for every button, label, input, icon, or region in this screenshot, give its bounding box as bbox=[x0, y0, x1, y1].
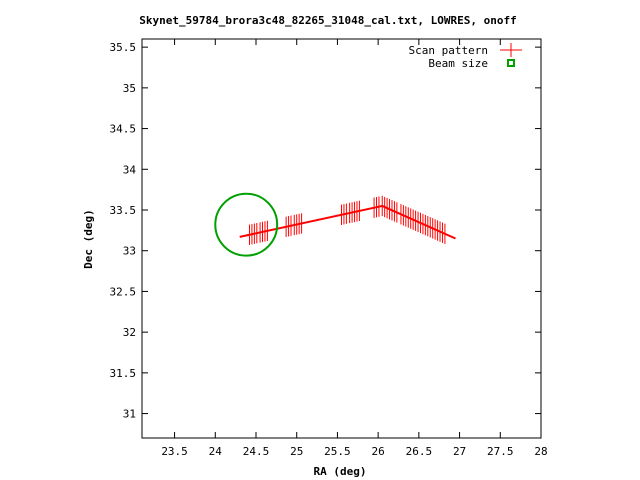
x-axis-ticks: 23.5 24 24.5 25 25.5 26 26.5 27 27.5 28 bbox=[161, 39, 548, 458]
scan-track bbox=[239, 204, 383, 238]
y-tick-label: 32 bbox=[123, 326, 136, 339]
y-tick-label: 35.5 bbox=[110, 41, 137, 54]
x-tick-label: 27 bbox=[453, 445, 466, 458]
y-tick-label: 35 bbox=[123, 82, 136, 95]
x-tick-label: 24.5 bbox=[243, 445, 270, 458]
x-tick-label: 23.5 bbox=[161, 445, 188, 458]
x-tick-label: 25 bbox=[290, 445, 303, 458]
legend-marker-beam bbox=[507, 59, 515, 67]
plot-frame bbox=[141, 38, 542, 439]
legend: Scan pattern Beam size bbox=[409, 43, 522, 70]
scan-pattern-series bbox=[239, 195, 456, 245]
x-tick-label: 25.5 bbox=[324, 445, 351, 458]
y-tick-label: 31 bbox=[123, 408, 136, 421]
legend-marker-scan bbox=[500, 43, 522, 57]
x-tick-label: 24 bbox=[209, 445, 223, 458]
y-tick-label: 33 bbox=[123, 245, 136, 258]
y-tick-label: 33.5 bbox=[110, 204, 137, 217]
beam-circle bbox=[214, 192, 279, 257]
y-tick-label: 34 bbox=[123, 163, 137, 176]
y-tick-label: 34.5 bbox=[110, 123, 137, 136]
x-tick-label: 28 bbox=[534, 445, 547, 458]
x-axis-label: RA (deg) bbox=[314, 465, 367, 478]
y-tick-label: 32.5 bbox=[110, 285, 137, 298]
beam-size-series bbox=[214, 192, 279, 257]
chart-title: Skynet_59784_brora3c48_82265_31048_cal.t… bbox=[139, 14, 517, 27]
x-tick-label: 26.5 bbox=[406, 445, 433, 458]
legend-label-scan: Scan pattern bbox=[409, 44, 488, 57]
y-tick-label: 31.5 bbox=[110, 367, 137, 380]
legend-label-beam: Beam size bbox=[428, 57, 488, 70]
x-tick-label: 26 bbox=[372, 445, 385, 458]
y-axis-label: Dec (deg) bbox=[82, 209, 95, 269]
x-tick-label: 27.5 bbox=[487, 445, 514, 458]
y-axis-ticks: 31 31.5 32 32.5 33 33.5 34 34.5 35 35.5 bbox=[110, 41, 541, 421]
